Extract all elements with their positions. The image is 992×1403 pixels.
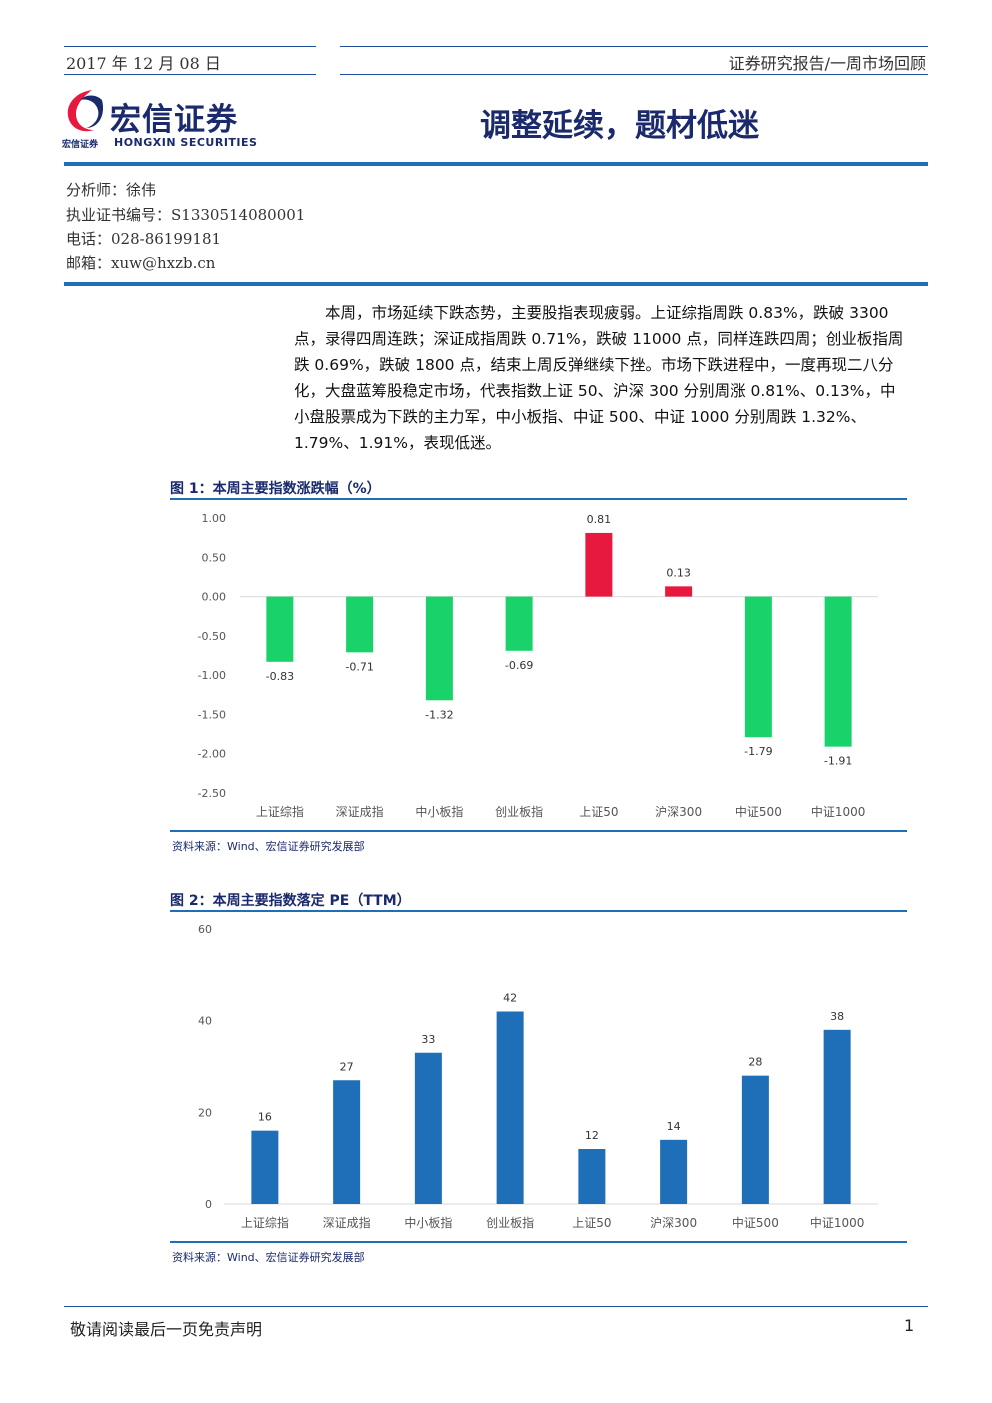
header-rule-left-bottom — [64, 74, 316, 75]
bar — [744, 596, 772, 738]
report-date: 2017 年 12 月 08 日 — [66, 54, 221, 73]
data-label: 16 — [258, 1111, 272, 1124]
figure-1-top-rule — [170, 498, 907, 500]
y-tick-label: -2.50 — [198, 787, 226, 800]
y-tick-label: 1.00 — [202, 512, 227, 525]
category-label: 上证50 — [579, 805, 618, 819]
category-label: 上证综指 — [241, 1215, 289, 1230]
bar — [251, 1130, 279, 1204]
category-label: 上证综指 — [256, 804, 304, 819]
data-label: -1.32 — [425, 708, 453, 721]
data-label: -0.69 — [505, 659, 533, 672]
data-label: 27 — [340, 1060, 354, 1073]
figure-1-source: 资料来源：Wind、宏信证券研究发展部 — [172, 840, 365, 853]
category-label: 创业板指 — [486, 1215, 534, 1230]
category-label: 中小板指 — [404, 1215, 452, 1230]
category-label: 上证50 — [572, 1216, 611, 1230]
bar — [823, 1029, 851, 1204]
data-label: -0.83 — [266, 670, 294, 683]
figure-2-top-rule — [170, 910, 907, 912]
category-label: 深证成指 — [336, 804, 384, 819]
y-tick-label: 0.50 — [202, 551, 227, 564]
category-label: 沪深300 — [655, 805, 702, 819]
y-tick-label: -1.00 — [198, 669, 226, 682]
data-label: 0.81 — [587, 513, 612, 526]
category-label: 深证成指 — [323, 1215, 371, 1230]
header-rule-right-bottom — [340, 74, 928, 75]
y-tick-label: 0 — [205, 1198, 212, 1211]
category-label: 中证1000 — [810, 1215, 865, 1230]
figure-2-bottom-rule — [170, 1241, 907, 1243]
bar — [824, 596, 852, 747]
bar — [660, 1139, 688, 1204]
bar — [425, 596, 453, 701]
category-label: 中证1000 — [811, 804, 866, 819]
analyst-phone: 电话：028-86199181 — [66, 230, 222, 248]
bar — [665, 586, 693, 597]
data-label: 12 — [585, 1129, 599, 1142]
y-tick-label: 20 — [198, 1106, 212, 1119]
analyst-rule — [64, 282, 928, 286]
figure-1-chart: 1.00 0.50 0.00 -0.50 -1.00 -1.50 -2.00 -2.50 -0.… — [198, 512, 878, 819]
y-tick-label: -2.00 — [198, 748, 226, 761]
footer-disclaimer: 敬请阅读最后一页免责声明 — [70, 1320, 263, 1339]
report-type: 证券研究报告/一周市场回顾 — [728, 54, 926, 73]
y-tick-label: 0.00 — [202, 591, 227, 604]
logo-name-small: 宏信证券 — [62, 140, 99, 150]
company-logo: 宏信证券 宏信证券 HONGXIN SECURITIES — [62, 86, 302, 156]
bar — [741, 1075, 769, 1204]
category-label: 沪深300 — [650, 1216, 697, 1230]
bar — [414, 1052, 442, 1204]
figure-1-title: 图 1：本周主要指数涨跌幅（%） — [170, 481, 381, 497]
logo-name-cn: 宏信证券 — [110, 102, 238, 138]
bar — [505, 596, 533, 651]
logo-mark-icon — [67, 90, 104, 132]
figure-2-source: 资料来源：Wind、宏信证券研究发展部 — [172, 1251, 365, 1264]
data-label: 38 — [830, 1010, 844, 1023]
data-label: 0.13 — [666, 566, 691, 579]
category-label: 中证500 — [732, 1215, 779, 1230]
data-label: 28 — [748, 1056, 762, 1069]
bar — [333, 1080, 361, 1204]
summary-paragraph: 本周，市场延续下跌态势，主要股指表现疲弱。上证综指周跌 0.83%，跌破 330… — [294, 304, 904, 452]
data-label: 33 — [421, 1033, 435, 1046]
data-label: 42 — [503, 992, 517, 1005]
analyst-cert: 执业证书编号：S1330514080001 — [66, 206, 306, 224]
figure-2-title: 图 2：本周主要指数落定 PE（TTM） — [170, 893, 411, 909]
page-number: 1 — [904, 1316, 915, 1335]
category-label: 中小板指 — [415, 804, 463, 819]
category-label: 中证500 — [735, 804, 782, 819]
y-tick-label: -0.50 — [198, 630, 226, 643]
y-tick-label: -1.50 — [198, 708, 226, 721]
data-label: -1.79 — [744, 745, 772, 758]
header-rule-right — [340, 46, 928, 47]
data-label: 14 — [667, 1120, 681, 1133]
data-label: -1.91 — [824, 755, 852, 768]
figure-2-chart: 60 40 20 0 16 上证综指 27 深证成指 33 中小板指 42 创业板指 12 上证50 14 沪… — [198, 923, 878, 1230]
page-title: 调整延续，题材低迷 — [480, 108, 759, 144]
y-tick-label: 40 — [198, 1015, 212, 1028]
bar — [578, 1149, 606, 1204]
analyst-name: 分析师：徐伟 — [66, 181, 157, 199]
bar — [346, 596, 374, 653]
logo-name-en: HONGXIN SECURITIES — [114, 136, 258, 149]
category-label: 创业板指 — [495, 804, 543, 819]
header-rule-left — [64, 46, 316, 47]
bar — [585, 532, 613, 597]
title-rule — [64, 162, 928, 166]
bar — [266, 596, 294, 662]
figure-1-bottom-rule — [170, 830, 907, 832]
analyst-email: 邮箱：xuw@hxzb.cn — [66, 254, 216, 272]
y-tick-label: 60 — [198, 923, 212, 936]
footer-rule — [64, 1306, 928, 1307]
data-label: -0.71 — [345, 660, 373, 673]
bar — [496, 1011, 524, 1204]
